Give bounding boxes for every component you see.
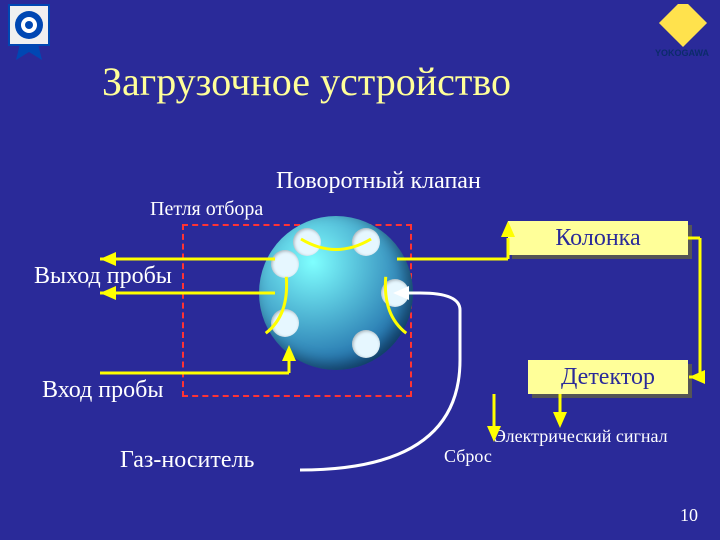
label-rotary-valve: Поворотный клапан: [276, 168, 481, 195]
slide-title: Загрузочное устройство: [102, 58, 511, 105]
label-elec-signal: Электрический сигнал: [494, 426, 668, 447]
line-column-detector: [688, 238, 705, 384]
page-number: 10: [680, 505, 698, 526]
valve-port-6: [271, 250, 299, 278]
label-discard: Сброс: [444, 446, 492, 467]
column-box-text: Колонка: [555, 225, 640, 252]
valve-port-4: [352, 330, 380, 358]
detector-box-text: Детектор: [561, 364, 655, 391]
valve-port-2: [352, 228, 380, 256]
yokogawa-text: YOKOGAWA: [655, 48, 710, 58]
label-sample-out: Выход пробы: [34, 263, 172, 290]
label-sample-loop: Петля отбора: [150, 198, 263, 221]
yokogawa-logo-icon: YOKOGAWA: [650, 4, 714, 64]
line-to-column: [397, 221, 515, 259]
award-logo-icon: [8, 4, 50, 62]
label-carrier-gas: Газ-носитель: [120, 447, 254, 474]
slide-root: YOKOGAWA Загрузочное устройство Поворотн…: [0, 0, 720, 540]
valve-port-5: [271, 309, 299, 337]
valve-port-1: [293, 228, 321, 256]
valve-port-3: [381, 279, 409, 307]
detector-box: Детектор: [528, 360, 688, 394]
label-sample-in: Вход пробы: [42, 377, 163, 404]
column-box: Колонка: [508, 221, 688, 255]
